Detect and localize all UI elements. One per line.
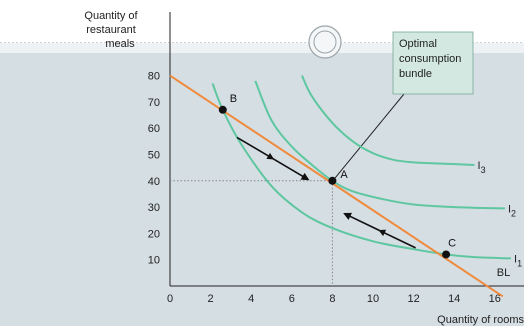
y-axis-label-line-3: meals (105, 38, 135, 50)
annotation-line-1: Optimal (399, 38, 437, 50)
curve-label-subscript: 1 (517, 258, 522, 268)
curve-label-subscript: 3 (481, 165, 486, 175)
annotation-line-3: bundle (399, 68, 432, 80)
x-tick-label: 2 (208, 293, 214, 305)
point-label-a: A (340, 169, 348, 181)
indifference-curve-label-2: I2 (508, 203, 516, 218)
guide-lines-group (170, 93, 405, 286)
y-tick-label: 80 (148, 71, 160, 83)
x-tick-label: 4 (248, 293, 254, 305)
annotation-connector (334, 93, 405, 180)
point-label-c: C (448, 237, 456, 249)
y-tick-label: 40 (148, 176, 160, 188)
indifference-curves-group: I1 I2 I3 (211, 75, 522, 268)
point-label-b: B (230, 93, 237, 105)
curve-label-subscript: 2 (511, 208, 516, 218)
tick-labels-group: 0 2 4 6 8 10 12 14 16 10 20 30 40 50 60 70 80 (148, 71, 501, 305)
indifference-curve-label-3: I3 (478, 160, 486, 175)
budget-line-label: BL (497, 267, 510, 279)
movement-arrow-mid-head-1 (266, 152, 275, 160)
x-tick-label: 6 (289, 293, 295, 305)
indifference-curve-3 (301, 75, 475, 166)
y-tick-label: 30 (148, 202, 160, 214)
point-a (328, 176, 337, 185)
x-tick-label: 10 (367, 293, 379, 305)
indifference-curve-1 (211, 83, 512, 260)
x-tick-label: 8 (329, 293, 335, 305)
indifference-curve-2 (254, 80, 505, 210)
x-axis-label: Quantity of rooms (437, 314, 524, 326)
annotation-line-2: consumption (399, 53, 461, 65)
x-tick-label: 12 (407, 293, 419, 305)
x-tick-label: 16 (489, 293, 501, 305)
y-axis-label-line-1: Quantity of (84, 10, 138, 22)
x-tick-label: 0 (167, 293, 173, 305)
y-tick-label: 50 (148, 150, 160, 162)
y-axis-label-line-2: restaurant (86, 24, 136, 36)
x-tick-label: 14 (448, 293, 460, 305)
annotation-box (392, 31, 474, 95)
y-tick-label: 70 (148, 97, 160, 109)
point-c (442, 250, 451, 259)
y-tick-label: 60 (148, 123, 160, 135)
indifference-curve-label-1: I1 (514, 253, 522, 268)
y-tick-label: 10 (148, 255, 160, 267)
y-tick-label: 20 (148, 228, 160, 240)
movement-arrows-group (236, 136, 416, 249)
points-group: A B C (218, 93, 456, 259)
light-strip (0, 43, 524, 53)
movement-arrow-mid-head-2 (378, 229, 387, 237)
decorative-ring-inner (313, 30, 337, 54)
point-b (218, 105, 227, 114)
